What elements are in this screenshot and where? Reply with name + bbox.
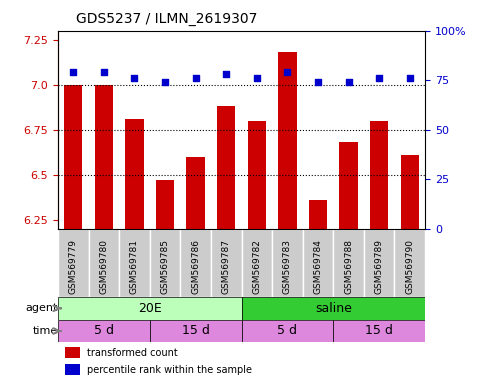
Text: GSM569787: GSM569787 xyxy=(222,239,231,294)
Point xyxy=(100,69,108,75)
Text: GSM569779: GSM569779 xyxy=(69,239,78,294)
Text: GSM569784: GSM569784 xyxy=(313,239,323,294)
Point xyxy=(253,75,261,81)
Text: percentile rank within the sample: percentile rank within the sample xyxy=(87,364,252,374)
Bar xyxy=(278,52,297,229)
Bar xyxy=(370,121,388,229)
FancyBboxPatch shape xyxy=(150,319,242,342)
Text: GSM569789: GSM569789 xyxy=(375,239,384,294)
Bar xyxy=(64,85,83,229)
Bar xyxy=(65,348,80,358)
Text: GSM569785: GSM569785 xyxy=(160,239,170,294)
Text: 20E: 20E xyxy=(138,302,162,315)
Point xyxy=(375,75,383,81)
FancyBboxPatch shape xyxy=(272,229,303,297)
Point xyxy=(222,71,230,78)
Bar xyxy=(125,119,143,229)
Text: 5 d: 5 d xyxy=(277,324,298,338)
Text: GSM569782: GSM569782 xyxy=(252,239,261,294)
Point xyxy=(70,69,77,75)
Text: 15 d: 15 d xyxy=(365,324,393,338)
FancyBboxPatch shape xyxy=(242,229,272,297)
FancyBboxPatch shape xyxy=(211,229,242,297)
Text: saline: saline xyxy=(315,302,352,315)
FancyBboxPatch shape xyxy=(180,229,211,297)
Bar xyxy=(309,200,327,229)
Point xyxy=(192,75,199,81)
Text: GDS5237 / ILMN_2619307: GDS5237 / ILMN_2619307 xyxy=(76,12,258,25)
Text: agent: agent xyxy=(26,303,58,313)
Bar xyxy=(186,157,205,229)
FancyBboxPatch shape xyxy=(58,319,150,342)
Text: GSM569786: GSM569786 xyxy=(191,239,200,294)
Point xyxy=(345,79,353,85)
Bar xyxy=(65,364,80,375)
FancyBboxPatch shape xyxy=(395,229,425,297)
Bar xyxy=(95,85,113,229)
FancyBboxPatch shape xyxy=(88,229,119,297)
FancyBboxPatch shape xyxy=(333,229,364,297)
Text: transformed count: transformed count xyxy=(87,348,178,358)
Text: GSM569788: GSM569788 xyxy=(344,239,353,294)
Text: time: time xyxy=(33,326,58,336)
FancyBboxPatch shape xyxy=(242,319,333,342)
FancyBboxPatch shape xyxy=(58,229,88,297)
FancyBboxPatch shape xyxy=(303,229,333,297)
FancyBboxPatch shape xyxy=(58,297,242,319)
FancyBboxPatch shape xyxy=(242,297,425,319)
Bar xyxy=(248,121,266,229)
Point xyxy=(284,69,291,75)
Text: GSM569790: GSM569790 xyxy=(405,239,414,294)
Bar xyxy=(340,142,358,229)
Text: GSM569781: GSM569781 xyxy=(130,239,139,294)
Bar xyxy=(156,180,174,229)
Bar xyxy=(217,106,235,229)
Point xyxy=(161,79,169,85)
Point xyxy=(130,75,138,81)
Bar xyxy=(400,155,419,229)
FancyBboxPatch shape xyxy=(150,229,180,297)
Point xyxy=(406,75,413,81)
FancyBboxPatch shape xyxy=(119,229,150,297)
FancyBboxPatch shape xyxy=(364,229,395,297)
Text: GSM569783: GSM569783 xyxy=(283,239,292,294)
Point xyxy=(314,79,322,85)
FancyBboxPatch shape xyxy=(333,319,425,342)
Text: GSM569780: GSM569780 xyxy=(99,239,108,294)
Text: 15 d: 15 d xyxy=(182,324,210,338)
Text: 5 d: 5 d xyxy=(94,324,114,338)
